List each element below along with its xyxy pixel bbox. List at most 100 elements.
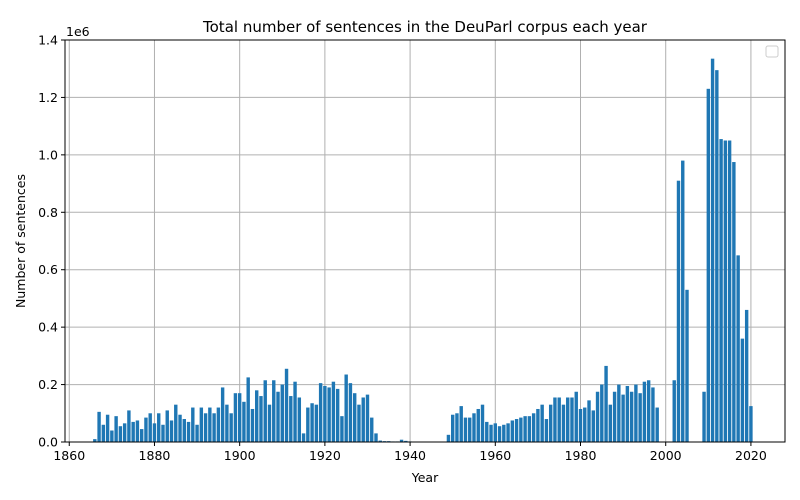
bar (263, 380, 267, 442)
bar (365, 394, 370, 442)
bar (732, 162, 736, 443)
bar (570, 397, 574, 442)
bar (455, 413, 459, 442)
bar (191, 407, 195, 442)
x-tick-label: 2000 (650, 448, 682, 463)
bar (212, 413, 216, 442)
bar (685, 289, 689, 442)
bar (489, 424, 493, 442)
bar (144, 417, 148, 442)
bar (203, 413, 208, 442)
bar (642, 381, 647, 442)
bar (216, 407, 221, 442)
bar (335, 388, 340, 442)
bar (583, 407, 587, 442)
bar (578, 408, 583, 442)
bar (344, 374, 348, 442)
bar (608, 404, 613, 442)
bar (595, 391, 600, 442)
bar (485, 421, 489, 442)
x-tick-label: 1960 (479, 448, 511, 463)
x-tick-label: 2020 (735, 448, 767, 463)
bar (719, 139, 723, 443)
bar (199, 407, 204, 442)
bar (152, 423, 157, 442)
bar (97, 411, 101, 442)
bar (276, 391, 280, 442)
bar (259, 396, 263, 442)
bar (353, 393, 357, 442)
y-axis-offset-label: 1e6 (66, 24, 90, 39)
bar (357, 404, 361, 442)
bar (272, 380, 276, 442)
bar (651, 387, 655, 442)
axes-frame (64, 39, 786, 443)
y-axis-ticks: 0.0 0.2 0.4 0.6 0.8 1.0 1.2 1.4 (38, 33, 65, 450)
bar (284, 368, 289, 442)
bar (519, 417, 523, 442)
bar (306, 407, 310, 442)
bar (510, 420, 515, 442)
bar (544, 419, 549, 442)
x-tick-label: 1900 (224, 448, 256, 463)
bar (600, 384, 604, 442)
bar (267, 404, 272, 442)
bar (250, 408, 255, 442)
bar (638, 393, 642, 442)
bar (255, 390, 259, 442)
bar (105, 414, 110, 442)
y-tick-label: 0.2 (38, 377, 58, 392)
bar (634, 384, 638, 442)
bar (340, 416, 344, 442)
bar (135, 420, 140, 442)
bar (493, 423, 497, 442)
legend-box (765, 45, 779, 58)
bar (114, 416, 118, 442)
bar (527, 416, 532, 442)
bar (523, 416, 527, 442)
bar (293, 381, 297, 442)
x-axis-label: Year (411, 470, 439, 485)
bar (506, 423, 510, 442)
y-tick-label: 1.4 (38, 33, 58, 48)
bar (736, 255, 740, 442)
y-tick-label: 1.0 (38, 147, 58, 162)
bar (604, 365, 608, 442)
bar (178, 414, 182, 442)
y-tick-label: 0.0 (38, 435, 58, 450)
bar (744, 309, 749, 442)
bar (404, 440, 408, 442)
bar (463, 417, 468, 442)
x-tick-label: 1880 (139, 448, 171, 463)
bar (591, 410, 595, 442)
bar (497, 426, 502, 442)
bar (289, 396, 293, 442)
bar (655, 407, 659, 442)
bar (536, 408, 540, 442)
bar (297, 397, 302, 442)
bar (531, 413, 536, 442)
bar (118, 426, 123, 442)
bar (237, 393, 242, 442)
bar (446, 434, 451, 442)
bar (310, 403, 314, 442)
bar (612, 391, 617, 442)
bar (553, 397, 557, 442)
bar (361, 397, 365, 442)
bar (710, 58, 715, 443)
x-tick-label: 1940 (394, 448, 426, 463)
bar (672, 380, 676, 442)
bar (566, 397, 570, 442)
bar (233, 393, 238, 442)
y-tick-label: 1.2 (38, 90, 58, 105)
bar (374, 433, 378, 442)
bar (331, 381, 336, 442)
bar (314, 404, 319, 442)
bar (472, 413, 476, 442)
bar (169, 420, 174, 442)
bar (459, 406, 463, 442)
bar (646, 380, 651, 442)
bar (301, 433, 306, 442)
bar (327, 387, 331, 442)
